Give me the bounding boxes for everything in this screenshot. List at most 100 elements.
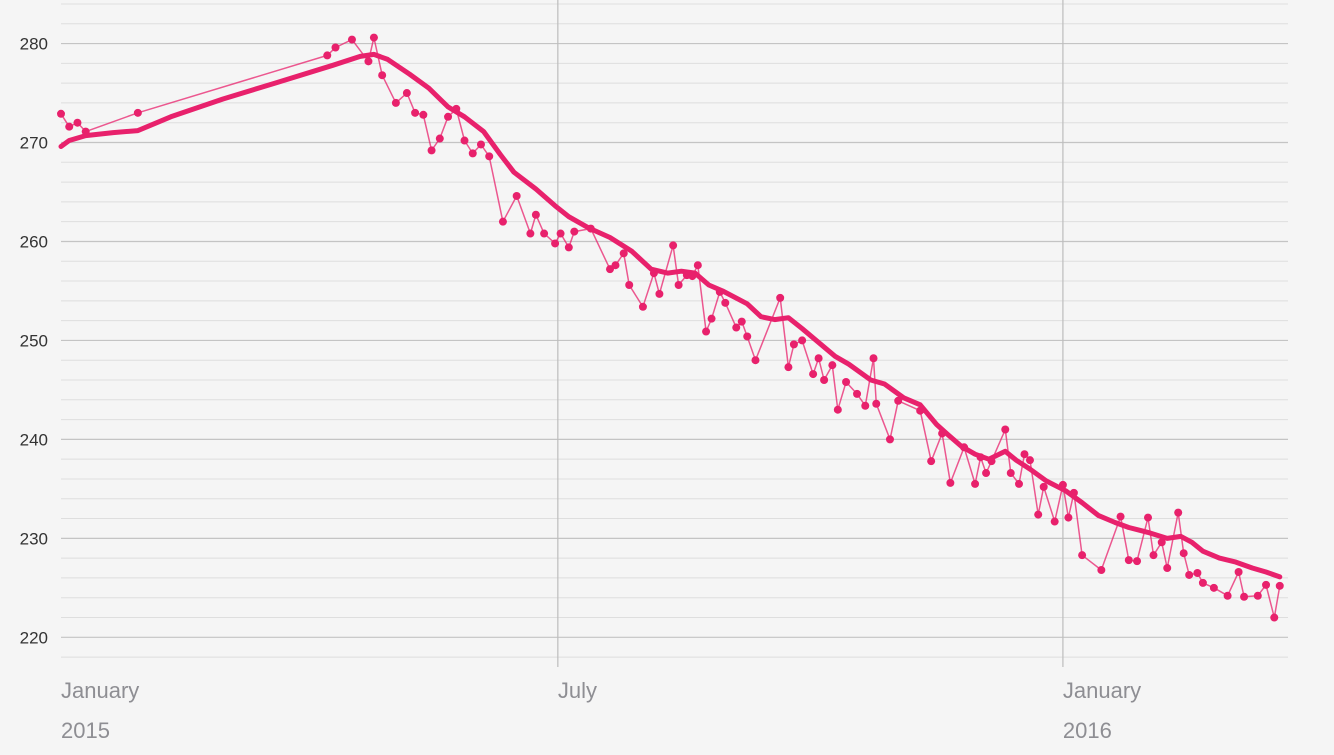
raw-data-point — [323, 51, 332, 60]
raw-data-point — [1270, 613, 1279, 622]
raw-data-point — [468, 149, 477, 158]
raw-data-point — [73, 118, 82, 127]
raw-data-point — [1050, 517, 1059, 526]
raw-data-point — [798, 336, 807, 345]
raw-data-point — [1198, 578, 1207, 587]
raw-data-point — [444, 112, 453, 121]
raw-data-point — [65, 122, 74, 131]
raw-data-point — [789, 340, 798, 349]
raw-data-point — [57, 109, 65, 118]
raw-data-point — [655, 289, 664, 298]
raw-data-point — [1124, 556, 1133, 565]
raw-data-point — [364, 57, 373, 66]
raw-data-point — [551, 239, 560, 248]
y-tick-label: 280 — [20, 35, 48, 54]
raw-data-point — [1253, 591, 1262, 600]
y-tick-label: 220 — [20, 628, 48, 647]
raw-data-point — [1020, 450, 1029, 459]
raw-data-point — [619, 249, 628, 258]
raw-data-point — [1034, 510, 1043, 519]
raw-data-point — [331, 43, 340, 52]
raw-data-point — [1163, 564, 1172, 573]
x-axis-tick-labels: January 2015 July January 2016 — [61, 678, 1141, 743]
vertical-gridlines — [557, 0, 1064, 667]
raw-data-point — [861, 401, 870, 410]
y-tick-label: 260 — [20, 232, 48, 251]
raw-data-point — [531, 210, 540, 219]
raw-data-point — [737, 317, 746, 326]
x-tick-month-label: July — [558, 678, 597, 703]
raw-data-point — [820, 376, 829, 385]
raw-data-point — [1179, 549, 1188, 558]
raw-data-point — [1116, 512, 1125, 521]
minor-gridlines — [61, 3, 1288, 658]
y-tick-label: 250 — [20, 331, 48, 350]
raw-data-point — [625, 281, 634, 290]
raw-data-point — [1039, 482, 1048, 491]
raw-data-point — [702, 327, 711, 336]
raw-data-point — [982, 469, 991, 478]
x-tick-year-label: 2015 — [61, 718, 110, 743]
raw-data-point — [1149, 551, 1158, 560]
raw-data-point — [1240, 592, 1249, 601]
raw-data-point — [784, 363, 793, 372]
raw-data-point — [564, 243, 573, 252]
raw-data-point — [1025, 456, 1034, 465]
raw-data-point — [1144, 513, 1153, 522]
raw-data-point — [427, 146, 436, 155]
major-gridlines — [61, 42, 1288, 638]
raw-data-point — [894, 396, 903, 405]
raw-data-point — [1234, 567, 1243, 576]
raw-series — [57, 33, 1284, 622]
raw-data-point — [570, 227, 579, 236]
raw-data-point — [833, 405, 842, 414]
raw-data-point — [853, 389, 862, 398]
raw-data-point — [1193, 568, 1202, 577]
raw-data-point — [814, 354, 823, 363]
raw-data-point — [1262, 580, 1271, 589]
raw-data-point — [707, 314, 716, 323]
y-tick-label: 270 — [20, 134, 48, 153]
raw-data-point — [721, 298, 730, 307]
raw-data-point — [540, 229, 549, 238]
raw-data-point — [1174, 508, 1183, 517]
raw-data-point — [476, 140, 485, 149]
raw-data-point — [885, 435, 894, 444]
raw-data-point — [1078, 551, 1087, 560]
raw-data-point — [378, 71, 387, 80]
raw-data-point — [419, 110, 428, 119]
raw-data-point — [611, 261, 620, 270]
y-axis-tick-labels: 220 230 240 250 260 270 280 — [20, 35, 48, 648]
trend-series — [58, 51, 1283, 580]
raw-data-point — [402, 89, 411, 98]
raw-data-point — [693, 261, 702, 270]
raw-series-line — [60, 36, 1281, 619]
raw-data-point — [411, 108, 420, 117]
raw-data-point — [1097, 566, 1106, 575]
raw-data-point — [842, 377, 851, 386]
raw-data-point — [1275, 581, 1284, 590]
raw-data-point — [556, 229, 565, 238]
raw-data-point — [1014, 479, 1023, 488]
raw-data-point — [869, 354, 878, 363]
x-tick-year-label: 2016 — [1063, 718, 1112, 743]
raw-data-point — [971, 479, 980, 488]
raw-data-point — [369, 33, 378, 42]
raw-data-point — [809, 370, 818, 379]
raw-data-point — [1133, 557, 1142, 566]
raw-data-point — [498, 217, 507, 226]
raw-data-point — [1209, 583, 1218, 592]
raw-data-point — [133, 108, 142, 117]
raw-data-point — [1006, 469, 1015, 478]
raw-data-point — [732, 323, 741, 332]
raw-data-point — [751, 356, 760, 365]
raw-data-point — [605, 265, 614, 274]
raw-data-point — [1001, 425, 1010, 434]
raw-data-point — [927, 457, 936, 466]
raw-data-point — [872, 399, 881, 408]
raw-data-point — [526, 229, 535, 238]
x-tick-month-label: January — [1063, 678, 1141, 703]
raw-data-point — [828, 361, 837, 370]
